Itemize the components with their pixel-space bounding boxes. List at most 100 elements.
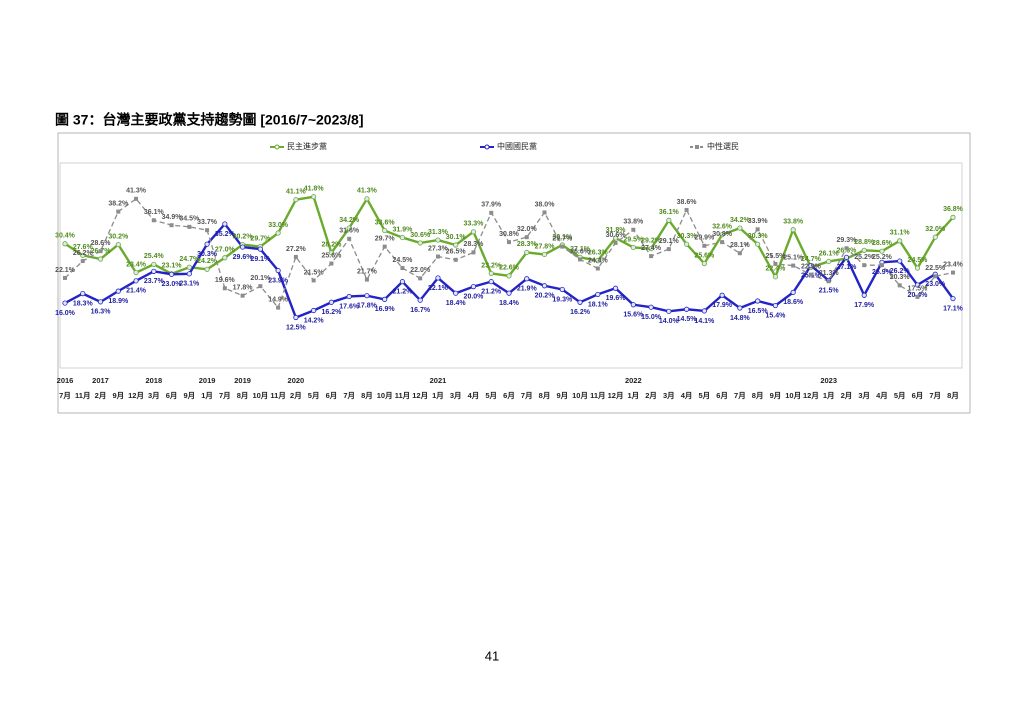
point	[168, 271, 175, 277]
data-label: 22.9%	[801, 263, 822, 270]
data-label: 31.6%	[339, 228, 360, 235]
point	[311, 278, 316, 283]
point	[187, 224, 192, 229]
point	[115, 288, 121, 294]
point	[595, 258, 601, 264]
x-tick-label: 3月	[858, 391, 870, 400]
data-label: 19.6%	[215, 277, 236, 284]
data-label: 20.1%	[250, 275, 271, 282]
x-tick-label: 11月	[590, 391, 605, 400]
x-tick-label: 5月	[308, 391, 320, 400]
data-label: 30.3%	[197, 251, 218, 258]
year-label: 2022	[625, 376, 642, 385]
point	[666, 217, 672, 223]
x-tick-label: 4月	[681, 391, 693, 400]
point	[702, 243, 707, 248]
point	[719, 292, 725, 298]
data-label: 15.6%	[623, 312, 644, 319]
point	[737, 251, 742, 256]
data-label: 21.5%	[819, 287, 840, 294]
data-label: 29.1%	[659, 238, 680, 245]
data-label: 33.8%	[783, 219, 804, 226]
point	[134, 196, 139, 201]
year-label: 2019	[234, 376, 251, 385]
data-label: 21.4%	[126, 288, 147, 295]
point	[240, 293, 245, 298]
data-label: 26.2%	[890, 268, 911, 275]
point	[275, 230, 281, 236]
point	[524, 235, 529, 240]
point	[701, 260, 707, 267]
x-tick-label: 1月	[823, 391, 835, 400]
data-label: 22.5%	[925, 265, 946, 272]
point	[399, 279, 406, 285]
x-tick-label: 12月	[412, 391, 428, 400]
point	[133, 278, 139, 284]
point	[347, 236, 352, 241]
data-label: 25.6%	[321, 252, 342, 259]
data-label: 22.1%	[55, 267, 76, 274]
point	[684, 207, 689, 212]
data-label: 33.8%	[623, 219, 644, 226]
data-label: 24.4%	[588, 257, 609, 264]
point	[577, 299, 583, 305]
point	[311, 307, 317, 314]
point	[186, 264, 192, 270]
point	[222, 255, 228, 261]
x-tick-label: 2月	[290, 391, 302, 400]
data-label: 36.1%	[144, 209, 165, 216]
x-tick-label: 10月	[377, 391, 393, 400]
data-label: 21.2%	[481, 288, 502, 295]
data-label: 31.9%	[393, 226, 414, 233]
x-tick-label: 6月	[503, 391, 515, 400]
point	[417, 240, 423, 246]
x-tick-label: 5月	[485, 391, 497, 400]
point	[666, 247, 671, 252]
data-label: 30.2%	[233, 233, 254, 240]
point	[417, 297, 423, 303]
point	[861, 247, 867, 253]
data-label: 17.9%	[712, 302, 733, 309]
x-tick-label: 5月	[894, 391, 906, 400]
x-tick-label: 10月	[785, 391, 801, 400]
data-label: 17.5%	[908, 286, 929, 293]
point	[790, 227, 796, 233]
legend-label: 中國國民黨	[497, 141, 537, 151]
legend-label: 中性選民	[707, 141, 739, 151]
point	[861, 292, 867, 298]
data-label: 32.0%	[517, 226, 538, 233]
data-label: 20.3%	[890, 274, 911, 281]
x-tick-label: 9月	[770, 391, 782, 400]
point	[62, 241, 68, 247]
data-label: 22.0%	[410, 267, 431, 274]
data-label: 14.8%	[730, 315, 751, 322]
point	[808, 272, 813, 277]
x-tick-label: 6月	[326, 391, 338, 400]
point	[773, 261, 778, 266]
data-label: 22.1%	[428, 285, 449, 292]
x-tick-label: 8月	[361, 391, 373, 400]
x-tick-label: 6月	[912, 391, 924, 400]
data-label: 33.6%	[375, 219, 396, 226]
data-label: 23.9%	[268, 277, 289, 284]
data-label: 34.9%	[162, 214, 183, 221]
x-tick-label: 1月	[432, 391, 444, 400]
data-label: 31.1%	[890, 230, 911, 237]
point	[826, 258, 832, 265]
data-label: 14.2%	[304, 317, 325, 324]
page-number: 41	[485, 648, 499, 663]
data-label: 23.2%	[481, 262, 502, 269]
point	[151, 218, 156, 223]
point	[541, 283, 548, 289]
data-label: 23.0%	[162, 281, 183, 288]
data-label: 28.3%	[464, 241, 485, 248]
data-label: 29.3%	[837, 237, 858, 244]
data-label: 34.2%	[339, 217, 360, 224]
data-label: 18.4%	[499, 300, 520, 307]
point	[293, 314, 299, 321]
data-label: 29.1%	[250, 256, 271, 263]
data-label: 15.4%	[765, 312, 786, 319]
data-label: 19.3%	[552, 296, 573, 303]
point	[222, 286, 227, 291]
year-label: 2016	[57, 376, 74, 385]
